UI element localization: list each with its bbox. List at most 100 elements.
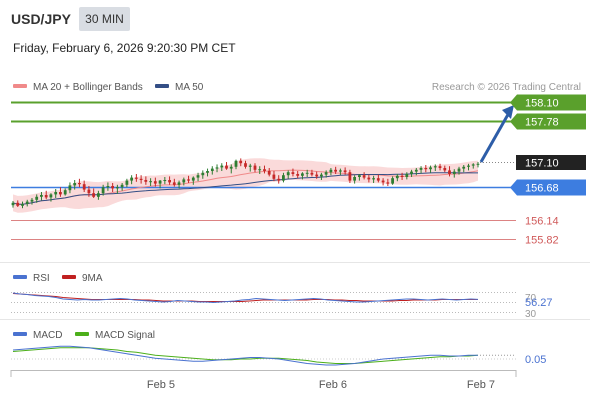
price-level-label: 155.82 bbox=[525, 235, 559, 247]
candle-body bbox=[372, 178, 375, 180]
candle-body bbox=[263, 169, 266, 171]
candle-body bbox=[448, 170, 451, 174]
rsi-ma-legend-swatch bbox=[62, 275, 76, 279]
candle-body bbox=[206, 171, 209, 173]
candle-body bbox=[405, 174, 409, 177]
candle-body bbox=[168, 180, 171, 183]
projection-layer bbox=[479, 105, 514, 163]
timeframe-button[interactable] bbox=[79, 7, 130, 31]
candle-body bbox=[443, 168, 447, 171]
candle-body bbox=[191, 177, 195, 181]
candle-body bbox=[139, 178, 143, 180]
candle-body bbox=[87, 189, 91, 194]
candle-body bbox=[286, 172, 290, 176]
candle-body bbox=[391, 178, 394, 184]
rsi-ma-line bbox=[12, 293, 478, 302]
price-level-label: 156.68 bbox=[525, 183, 559, 195]
moving-averages-layer bbox=[12, 169, 479, 205]
macd-signal-legend-swatch bbox=[75, 332, 89, 336]
resistance-tag bbox=[510, 113, 586, 130]
candle-body bbox=[400, 175, 404, 177]
candle-body bbox=[68, 185, 72, 191]
macd-line bbox=[12, 345, 478, 366]
candle-body bbox=[215, 167, 219, 169]
ma20-legend-swatch bbox=[13, 84, 27, 88]
projection-arrow-head bbox=[502, 105, 514, 119]
candle-body bbox=[73, 183, 77, 186]
price-level-label: 157.10 bbox=[525, 158, 559, 170]
candle-body bbox=[348, 172, 352, 181]
candle-body bbox=[134, 177, 138, 179]
rsi-legend-swatch bbox=[13, 275, 27, 279]
x-tick-label: Feb 5 bbox=[147, 379, 175, 391]
candle-body bbox=[149, 181, 152, 183]
candle-body bbox=[305, 172, 309, 174]
candle-body bbox=[253, 165, 257, 170]
candle-body bbox=[35, 196, 39, 200]
candle-body bbox=[244, 163, 247, 167]
candle-body bbox=[310, 172, 314, 175]
timestamp: Friday, February 6, 2026 9:20:30 PM CET bbox=[13, 41, 236, 55]
candle-body bbox=[153, 181, 157, 184]
candle-body bbox=[97, 193, 100, 197]
candle-body bbox=[339, 170, 342, 172]
candle-body bbox=[381, 180, 385, 183]
candle-body bbox=[234, 160, 238, 167]
macd-layer bbox=[11, 345, 516, 366]
candle-body bbox=[187, 179, 190, 181]
candle-body bbox=[467, 165, 470, 167]
candle-body bbox=[438, 166, 442, 168]
macd-legend-label: MACD bbox=[33, 330, 62, 341]
candle-body bbox=[272, 174, 276, 179]
candle-body bbox=[282, 175, 285, 181]
candle-body bbox=[433, 166, 437, 168]
ma50-legend-label: MA 50 bbox=[175, 82, 204, 93]
candle-body bbox=[291, 172, 295, 174]
candle-body bbox=[111, 186, 114, 189]
candle-body bbox=[320, 174, 323, 177]
credit-text: Research © 2026 Trading Central bbox=[432, 82, 581, 93]
symbol-title: USD/JPY bbox=[11, 11, 72, 27]
rsi-level-30: 30 bbox=[525, 309, 537, 320]
candle-body bbox=[163, 180, 167, 181]
candle-body bbox=[362, 175, 366, 178]
candle-body bbox=[248, 165, 252, 167]
candle-body bbox=[343, 170, 347, 173]
resistance-target-tag bbox=[510, 94, 586, 111]
candle-body bbox=[301, 173, 304, 176]
candle-body bbox=[267, 171, 271, 175]
price-tags-layer: 158.10 157.78 157.10 156.68 156.14 155.82 bbox=[510, 94, 586, 247]
rsi-layer bbox=[11, 292, 516, 313]
candle-body bbox=[49, 194, 53, 198]
candle-body bbox=[358, 175, 361, 177]
candle-body bbox=[462, 166, 466, 169]
candle-body bbox=[410, 171, 413, 174]
candle-body bbox=[395, 175, 399, 179]
candle-body bbox=[172, 182, 176, 185]
candle-body bbox=[106, 186, 110, 188]
ma50-legend-swatch bbox=[155, 84, 169, 88]
candle-body bbox=[92, 193, 95, 197]
candle-body bbox=[11, 202, 15, 206]
candle-body bbox=[376, 178, 380, 181]
candle-body bbox=[40, 195, 43, 197]
candle-body bbox=[182, 179, 186, 183]
candle-body bbox=[452, 171, 456, 174]
projection-arrow-shaft bbox=[479, 110, 512, 163]
ma20-legend-label: MA 20 + Bollinger Bands bbox=[33, 82, 143, 93]
macd-last-value: 0.05 bbox=[525, 354, 546, 366]
candle-body bbox=[353, 177, 356, 181]
candle-body bbox=[54, 192, 58, 195]
candle-body bbox=[471, 164, 475, 166]
candle-body bbox=[239, 160, 243, 164]
pivot-tag bbox=[510, 179, 586, 196]
candle-body bbox=[424, 168, 428, 170]
candle-body bbox=[59, 192, 62, 195]
candle-body bbox=[414, 169, 418, 172]
candle-body bbox=[82, 184, 86, 190]
candle-body bbox=[44, 195, 48, 198]
candle-body bbox=[158, 180, 162, 184]
timeframe-label: 30 MIN bbox=[85, 12, 124, 26]
candle-body bbox=[144, 180, 148, 182]
